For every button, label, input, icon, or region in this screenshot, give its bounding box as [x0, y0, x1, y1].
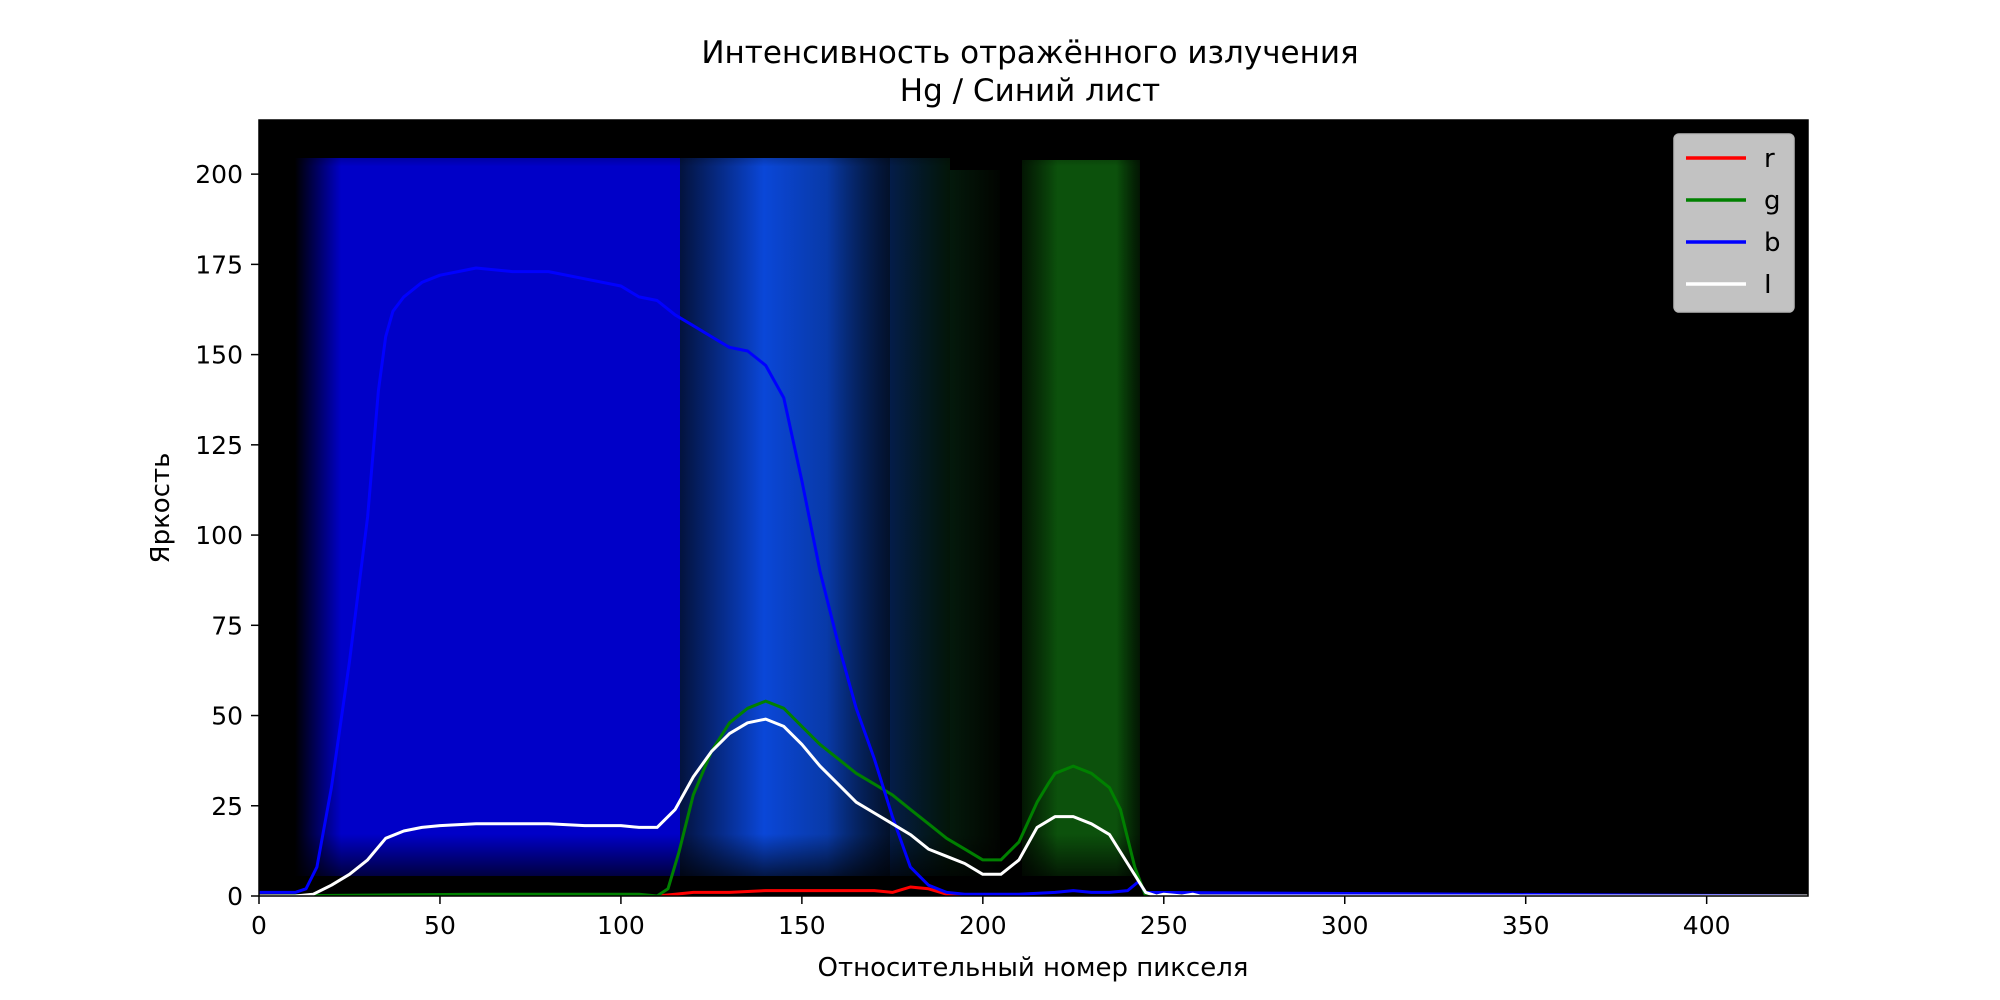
legend-box — [1673, 133, 1795, 313]
x-tick-label: 250 — [1140, 911, 1188, 940]
chart-subtitle: Hg / Синий лист — [900, 73, 1160, 109]
y-tick-label: 75 — [211, 611, 243, 640]
x-tick-label: 50 — [424, 911, 456, 940]
y-tick-label: 0 — [227, 882, 243, 911]
x-tick-label: 200 — [959, 911, 1007, 940]
y-axis-label: Яркость — [146, 453, 176, 564]
y-tick-label: 125 — [195, 431, 243, 460]
y-axis-ticks: 0 25 50 75 100 125 150 175 200 — [195, 160, 259, 911]
legend-label-b: b — [1764, 228, 1781, 258]
x-tick-label: 0 — [251, 911, 267, 940]
legend-label-g: g — [1764, 186, 1781, 216]
y-tick-label: 50 — [211, 702, 243, 731]
series-group — [259, 266, 1808, 896]
legend-label-I: I — [1764, 270, 1772, 300]
x-axis-label: Относительный номер пикселя — [818, 953, 1249, 983]
chart-title: Интенсивность отражённого излучения — [701, 35, 1358, 71]
y-tick-label: 175 — [195, 250, 243, 279]
x-tick-label: 300 — [1321, 911, 1369, 940]
x-tick-label: 350 — [1502, 911, 1550, 940]
spectrum-background — [259, 120, 1808, 896]
series-line-r — [259, 885, 983, 896]
series-line-g — [259, 699, 1808, 896]
x-axis-ticks: 0 50 100 150 200 250 300 350 400 — [251, 896, 1731, 940]
x-tick-label: 100 — [597, 911, 645, 940]
series-line-I — [259, 717, 1808, 896]
x-tick-label: 150 — [778, 911, 826, 940]
y-tick-label: 200 — [195, 160, 243, 189]
y-tick-label: 100 — [195, 521, 243, 550]
y-tick-label: 150 — [195, 341, 243, 370]
series-line-b — [259, 266, 1808, 896]
legend-label-r: r — [1764, 144, 1775, 174]
x-tick-label: 400 — [1683, 911, 1731, 940]
y-tick-label: 25 — [211, 792, 243, 821]
plot-frame — [258, 119, 1809, 897]
